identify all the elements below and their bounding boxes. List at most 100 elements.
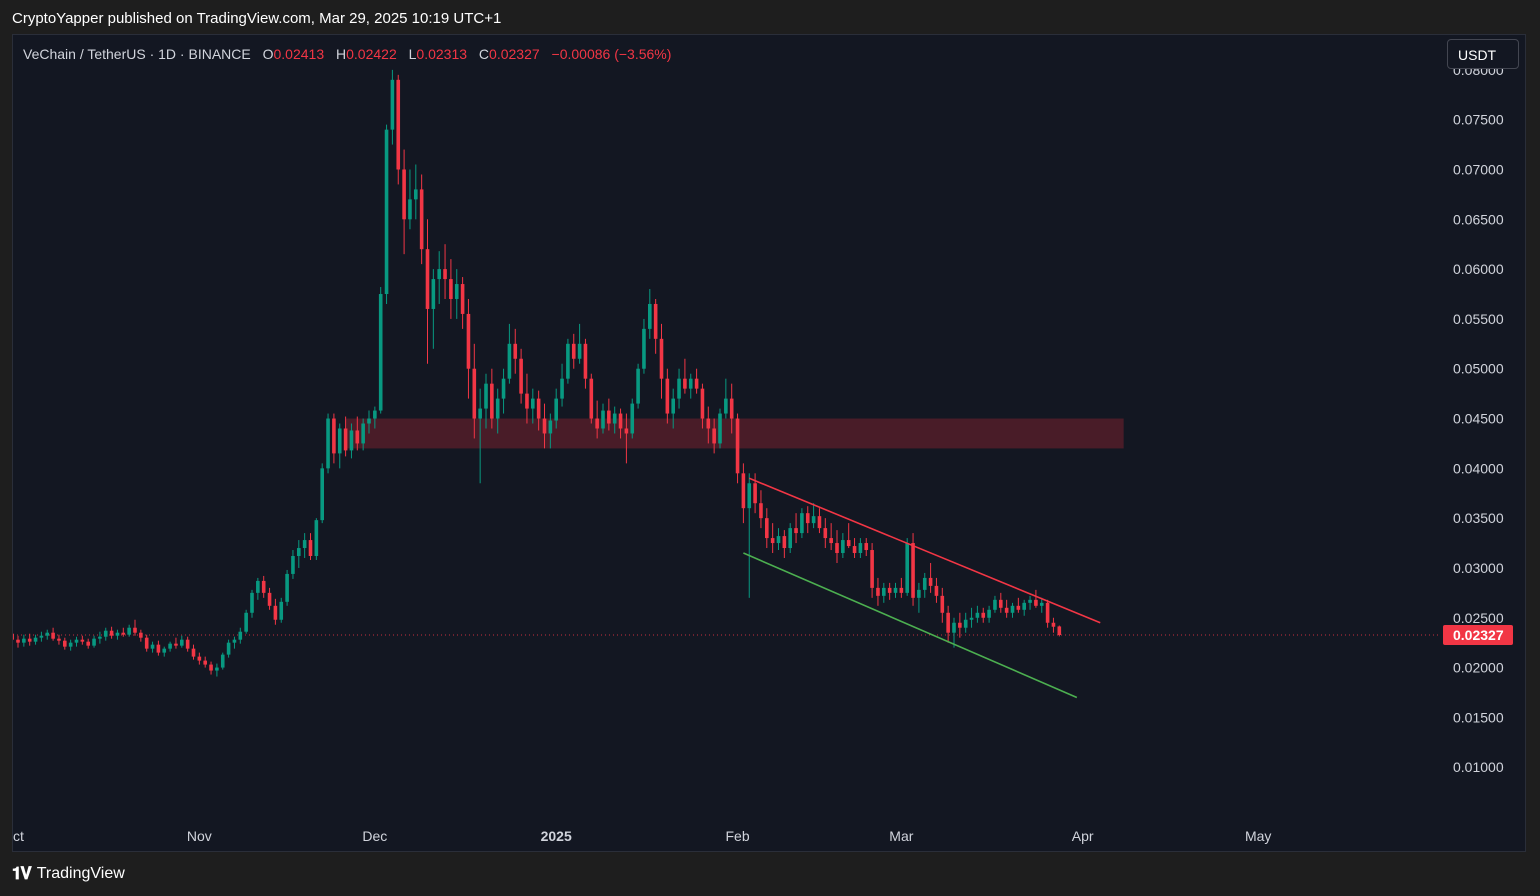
y-tick-label: 0.01500 bbox=[1453, 709, 1504, 725]
y-tick-label: 0.07500 bbox=[1453, 112, 1504, 128]
resistance-zone bbox=[345, 418, 1124, 449]
candle-body bbox=[940, 595, 945, 613]
candle-body bbox=[741, 473, 746, 509]
candle-body bbox=[414, 189, 418, 200]
candle bbox=[191, 644, 196, 660]
candle bbox=[788, 523, 792, 554]
candle bbox=[993, 595, 997, 613]
candle-body bbox=[969, 617, 974, 620]
candle bbox=[589, 373, 594, 424]
candle-body bbox=[180, 639, 184, 646]
candle bbox=[63, 637, 67, 650]
chart-pane[interactable]: 0.080000.075000.070000.065000.060000.055… bbox=[12, 34, 1526, 852]
candle bbox=[127, 624, 131, 637]
candle-body bbox=[548, 420, 553, 434]
x-tick-label: Nov bbox=[187, 828, 212, 844]
candle bbox=[133, 619, 137, 636]
candle bbox=[332, 413, 336, 464]
candle-body bbox=[1057, 626, 1062, 635]
change-value: −0.00086 (−3.56%) bbox=[551, 46, 672, 62]
candle bbox=[542, 403, 547, 449]
candle bbox=[162, 646, 167, 657]
candle bbox=[870, 543, 874, 598]
candle-body bbox=[718, 413, 722, 444]
candle bbox=[782, 530, 787, 558]
candle bbox=[887, 582, 892, 600]
candle bbox=[1045, 599, 1050, 628]
symbol-info[interactable]: VeChain / TetherUS · 1D · BINANCE bbox=[23, 46, 251, 62]
candle bbox=[261, 575, 266, 598]
footer-brand[interactable]: 𝟏𝐕 TradingView bbox=[12, 864, 125, 884]
candle bbox=[238, 627, 243, 644]
candle bbox=[1010, 602, 1015, 618]
candle bbox=[1016, 597, 1021, 613]
candle-body bbox=[975, 612, 980, 618]
x-tick-label: Mar bbox=[889, 828, 913, 844]
candle bbox=[150, 641, 155, 653]
candle bbox=[414, 164, 418, 220]
candle bbox=[922, 572, 927, 598]
candle-body bbox=[852, 546, 857, 554]
candle-body bbox=[320, 468, 324, 521]
candle-body bbox=[607, 410, 611, 424]
candle-body bbox=[770, 538, 775, 544]
candle bbox=[566, 338, 570, 384]
y-tick-label: 0.07000 bbox=[1453, 161, 1504, 177]
candle-body bbox=[256, 580, 260, 593]
candle bbox=[800, 508, 804, 539]
candlestick-chart[interactable]: 0.080000.075000.070000.065000.060000.055… bbox=[13, 35, 1525, 851]
y-tick-label: 0.05500 bbox=[1453, 311, 1504, 327]
candle-body bbox=[618, 413, 623, 429]
candle bbox=[829, 523, 833, 551]
candle bbox=[343, 416, 348, 457]
candle-body bbox=[98, 636, 102, 639]
candle bbox=[220, 652, 225, 670]
candle bbox=[209, 661, 213, 675]
candle bbox=[917, 582, 921, 613]
candle-body bbox=[355, 430, 360, 444]
candle-body bbox=[566, 343, 570, 379]
currency-button[interactable]: USDT bbox=[1447, 39, 1519, 69]
candle bbox=[1034, 589, 1038, 608]
candle-body bbox=[1045, 602, 1050, 623]
candle bbox=[98, 631, 102, 644]
open-value: 0.02413 bbox=[273, 46, 325, 62]
candle bbox=[940, 587, 945, 623]
candle-body bbox=[887, 587, 892, 593]
x-tick-label: Apr bbox=[1072, 828, 1094, 844]
candle bbox=[22, 634, 26, 647]
candle-body bbox=[999, 599, 1003, 608]
candle-body bbox=[139, 632, 143, 638]
candle-body bbox=[805, 513, 810, 524]
candle bbox=[279, 597, 284, 623]
candle bbox=[1028, 595, 1032, 610]
candle-body bbox=[121, 632, 126, 635]
y-tick-label: 0.06000 bbox=[1453, 261, 1504, 277]
candle bbox=[525, 373, 529, 424]
candle-body bbox=[203, 660, 207, 665]
candle-body bbox=[80, 639, 85, 642]
candle bbox=[355, 416, 360, 451]
candle bbox=[367, 410, 371, 434]
candle bbox=[1022, 599, 1026, 616]
candle bbox=[899, 577, 904, 598]
candle-body bbox=[337, 428, 342, 454]
candle-body bbox=[747, 483, 752, 509]
candle-body bbox=[630, 403, 635, 434]
candle-body bbox=[16, 639, 20, 643]
candle bbox=[13, 633, 14, 640]
candle bbox=[735, 413, 740, 484]
candle-body bbox=[261, 580, 266, 593]
candle bbox=[911, 533, 915, 606]
candle bbox=[490, 368, 494, 429]
high-value: 0.02422 bbox=[346, 46, 397, 62]
candle-body bbox=[911, 543, 915, 598]
candle bbox=[607, 398, 611, 431]
candle-body bbox=[571, 343, 576, 359]
candle bbox=[419, 174, 424, 265]
candle-body bbox=[490, 383, 494, 419]
candle bbox=[103, 627, 108, 641]
close-value: 0.02327 bbox=[489, 46, 540, 62]
candle bbox=[402, 149, 406, 255]
candle bbox=[373, 406, 377, 429]
